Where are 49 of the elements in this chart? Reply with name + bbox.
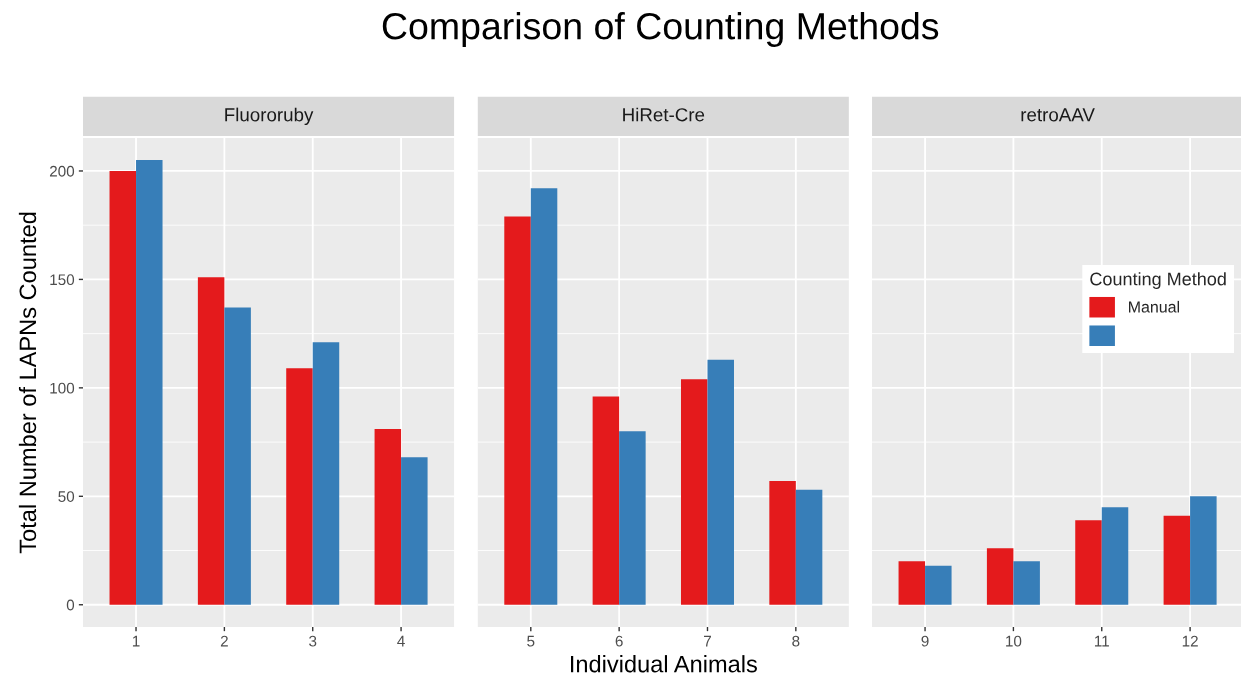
bar [504, 216, 531, 605]
x-tick-label: 10 [1006, 635, 1022, 647]
bar [1190, 496, 1217, 605]
y-tick-label: 200 [49, 165, 75, 177]
bar [795, 489, 823, 605]
bar [109, 170, 137, 605]
bar [530, 188, 558, 605]
chart-title: retroAAV [1021, 108, 1095, 122]
bar [1013, 561, 1040, 605]
bar [1075, 520, 1102, 605]
x-tick-label: 2 [220, 635, 228, 647]
x-tick-label: 9 [921, 635, 929, 647]
bar [619, 431, 646, 605]
x-tick-label: 1 [132, 635, 140, 647]
x-tick-label: 12 [1182, 635, 1198, 647]
bar [1101, 507, 1129, 605]
chart-title: Fluororuby [225, 107, 314, 126]
bar [925, 565, 952, 605]
bar [312, 342, 340, 605]
y-tick-label: 150 [50, 274, 75, 286]
bar [986, 548, 1014, 605]
bar [224, 307, 251, 605]
x-tick-label: 7 [704, 635, 711, 647]
legend-title: Counting Method [1090, 272, 1226, 289]
bar [136, 160, 163, 605]
y-tick-label: 0 [66, 599, 75, 611]
legend-label: Manual [1129, 300, 1180, 313]
text: Comparison of Counting Methods [382, 11, 939, 47]
bar [197, 277, 225, 605]
x-tick-label: 11 [1094, 635, 1109, 647]
bar [374, 429, 402, 605]
bar [769, 481, 796, 605]
x-tick-label: 4 [397, 635, 405, 647]
y-tick-label: 100 [50, 382, 75, 394]
bar [680, 379, 708, 605]
x-tick-label: 8 [792, 635, 800, 647]
bar [286, 368, 313, 605]
bar [1163, 515, 1191, 605]
bar [898, 561, 926, 605]
y-axis-title: Total Number of LAPNs Counted [18, 212, 37, 554]
x-tick-label: 5 [527, 635, 535, 647]
x-tick-label: 6 [615, 635, 623, 647]
x-axis-title: Individual Animals [571, 655, 757, 673]
y-tick-label: 50 [58, 491, 75, 502]
bar [592, 396, 620, 605]
chart-title: HiRet-Cre [623, 107, 705, 122]
bar [707, 359, 734, 605]
bar [401, 457, 428, 605]
x-tick-label: 3 [309, 635, 317, 647]
